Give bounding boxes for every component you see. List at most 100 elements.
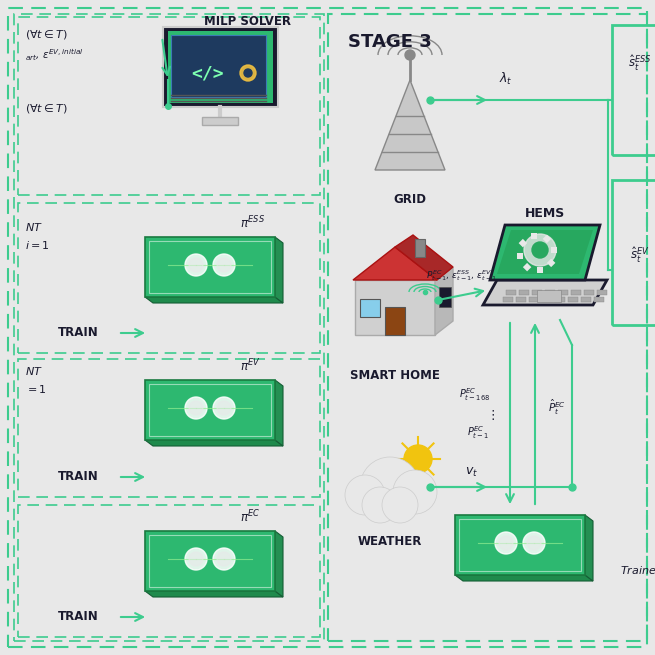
- Polygon shape: [455, 515, 585, 575]
- Bar: [506, 290, 516, 295]
- Circle shape: [185, 397, 207, 419]
- Bar: [584, 290, 594, 295]
- Polygon shape: [455, 575, 593, 581]
- Bar: [542, 234, 551, 243]
- Text: $\hat{s}^{EV}_t$: $\hat{s}^{EV}_t$: [630, 245, 650, 265]
- Circle shape: [404, 445, 432, 473]
- Circle shape: [217, 401, 231, 415]
- Polygon shape: [145, 297, 283, 303]
- Text: $\hat{P}^{EC}_t$: $\hat{P}^{EC}_t$: [548, 398, 566, 417]
- Text: WEATHER: WEATHER: [358, 535, 422, 548]
- Polygon shape: [145, 237, 275, 297]
- Polygon shape: [395, 235, 453, 280]
- Polygon shape: [145, 591, 283, 597]
- Text: $\pi^{EV}$: $\pi^{EV}$: [240, 358, 261, 374]
- Circle shape: [189, 258, 203, 272]
- Bar: [529, 297, 539, 302]
- Circle shape: [499, 536, 513, 550]
- Text: $(\forall t \in T)$: $(\forall t \in T)$: [25, 27, 67, 41]
- Text: $P^{EC}_{t-168}$: $P^{EC}_{t-168}$: [458, 386, 490, 403]
- Text: $_{art}$, $\varepsilon^{EV,initial}$: $_{art}$, $\varepsilon^{EV,initial}$: [25, 47, 84, 63]
- Polygon shape: [435, 267, 453, 335]
- Bar: [328, 14, 647, 641]
- Bar: [612, 25, 655, 155]
- Text: $(\forall t \in T)$: $(\forall t \in T)$: [25, 101, 67, 115]
- Circle shape: [244, 69, 252, 77]
- Text: HEMS: HEMS: [525, 207, 565, 220]
- Text: SMART HOME: SMART HOME: [350, 369, 440, 382]
- Bar: [18, 17, 320, 195]
- Polygon shape: [490, 225, 600, 280]
- Bar: [612, 180, 655, 325]
- Bar: [149, 241, 271, 293]
- Polygon shape: [353, 247, 437, 280]
- Text: $\vdots$: $\vdots$: [485, 408, 495, 422]
- Polygon shape: [145, 440, 283, 446]
- Circle shape: [217, 552, 231, 566]
- Text: $P^{EC}_{t-1}$: $P^{EC}_{t-1}$: [468, 424, 490, 441]
- Bar: [18, 359, 320, 497]
- Bar: [18, 203, 320, 353]
- Circle shape: [527, 536, 541, 550]
- Polygon shape: [497, 230, 593, 274]
- Circle shape: [495, 532, 517, 554]
- Text: $NT$: $NT$: [25, 221, 43, 233]
- Bar: [532, 290, 542, 295]
- Circle shape: [189, 401, 203, 415]
- Circle shape: [405, 50, 415, 60]
- Bar: [503, 297, 513, 302]
- Circle shape: [240, 65, 256, 81]
- Bar: [18, 505, 320, 637]
- Bar: [542, 297, 552, 302]
- Bar: [516, 297, 526, 302]
- Text: TRAIN: TRAIN: [58, 470, 98, 483]
- Bar: [545, 290, 555, 295]
- Bar: [355, 280, 435, 335]
- Bar: [568, 297, 578, 302]
- Circle shape: [213, 254, 235, 276]
- Bar: [360, 299, 380, 317]
- Bar: [537, 290, 561, 302]
- Circle shape: [185, 548, 207, 570]
- Bar: [537, 267, 543, 273]
- Bar: [519, 239, 527, 248]
- Text: GRID: GRID: [394, 193, 426, 206]
- Bar: [551, 247, 557, 253]
- Bar: [415, 239, 425, 257]
- Circle shape: [213, 548, 235, 570]
- Polygon shape: [375, 80, 445, 170]
- Text: $=1$: $=1$: [25, 383, 47, 395]
- Text: $NT$: $NT$: [25, 365, 43, 377]
- Text: $P^{EC}_{t-1}$, $\varepsilon^{ESS}_{t-1}$, $\varepsilon^{EV}_{t-1}$: $P^{EC}_{t-1}$, $\varepsilon^{ESS}_{t-1}…: [426, 268, 498, 283]
- Text: Trained $\pi^{EC}$: Trained $\pi^{EC}$: [620, 562, 655, 578]
- Bar: [519, 290, 529, 295]
- Bar: [531, 233, 537, 239]
- Bar: [547, 259, 555, 267]
- Circle shape: [382, 487, 418, 523]
- Bar: [517, 253, 523, 259]
- Bar: [581, 297, 591, 302]
- Bar: [149, 535, 271, 587]
- Polygon shape: [145, 531, 275, 591]
- Polygon shape: [483, 280, 607, 305]
- Bar: [202, 117, 238, 125]
- Circle shape: [532, 242, 548, 258]
- Bar: [558, 290, 568, 295]
- Bar: [168, 31, 273, 103]
- Text: TRAIN: TRAIN: [58, 610, 98, 624]
- Circle shape: [360, 457, 420, 517]
- Bar: [439, 287, 451, 307]
- Circle shape: [213, 397, 235, 419]
- Text: </>: </>: [192, 64, 224, 82]
- Circle shape: [362, 487, 398, 523]
- Text: $v_t$: $v_t$: [466, 466, 479, 479]
- Circle shape: [523, 532, 545, 554]
- Bar: [555, 297, 565, 302]
- Polygon shape: [275, 237, 283, 303]
- Text: $i=1$: $i=1$: [25, 239, 50, 251]
- Circle shape: [189, 552, 203, 566]
- Bar: [149, 384, 271, 436]
- Bar: [171, 35, 266, 97]
- Text: $\pi^{ESS}$: $\pi^{ESS}$: [240, 214, 265, 231]
- Text: STAGE 3: STAGE 3: [348, 33, 432, 51]
